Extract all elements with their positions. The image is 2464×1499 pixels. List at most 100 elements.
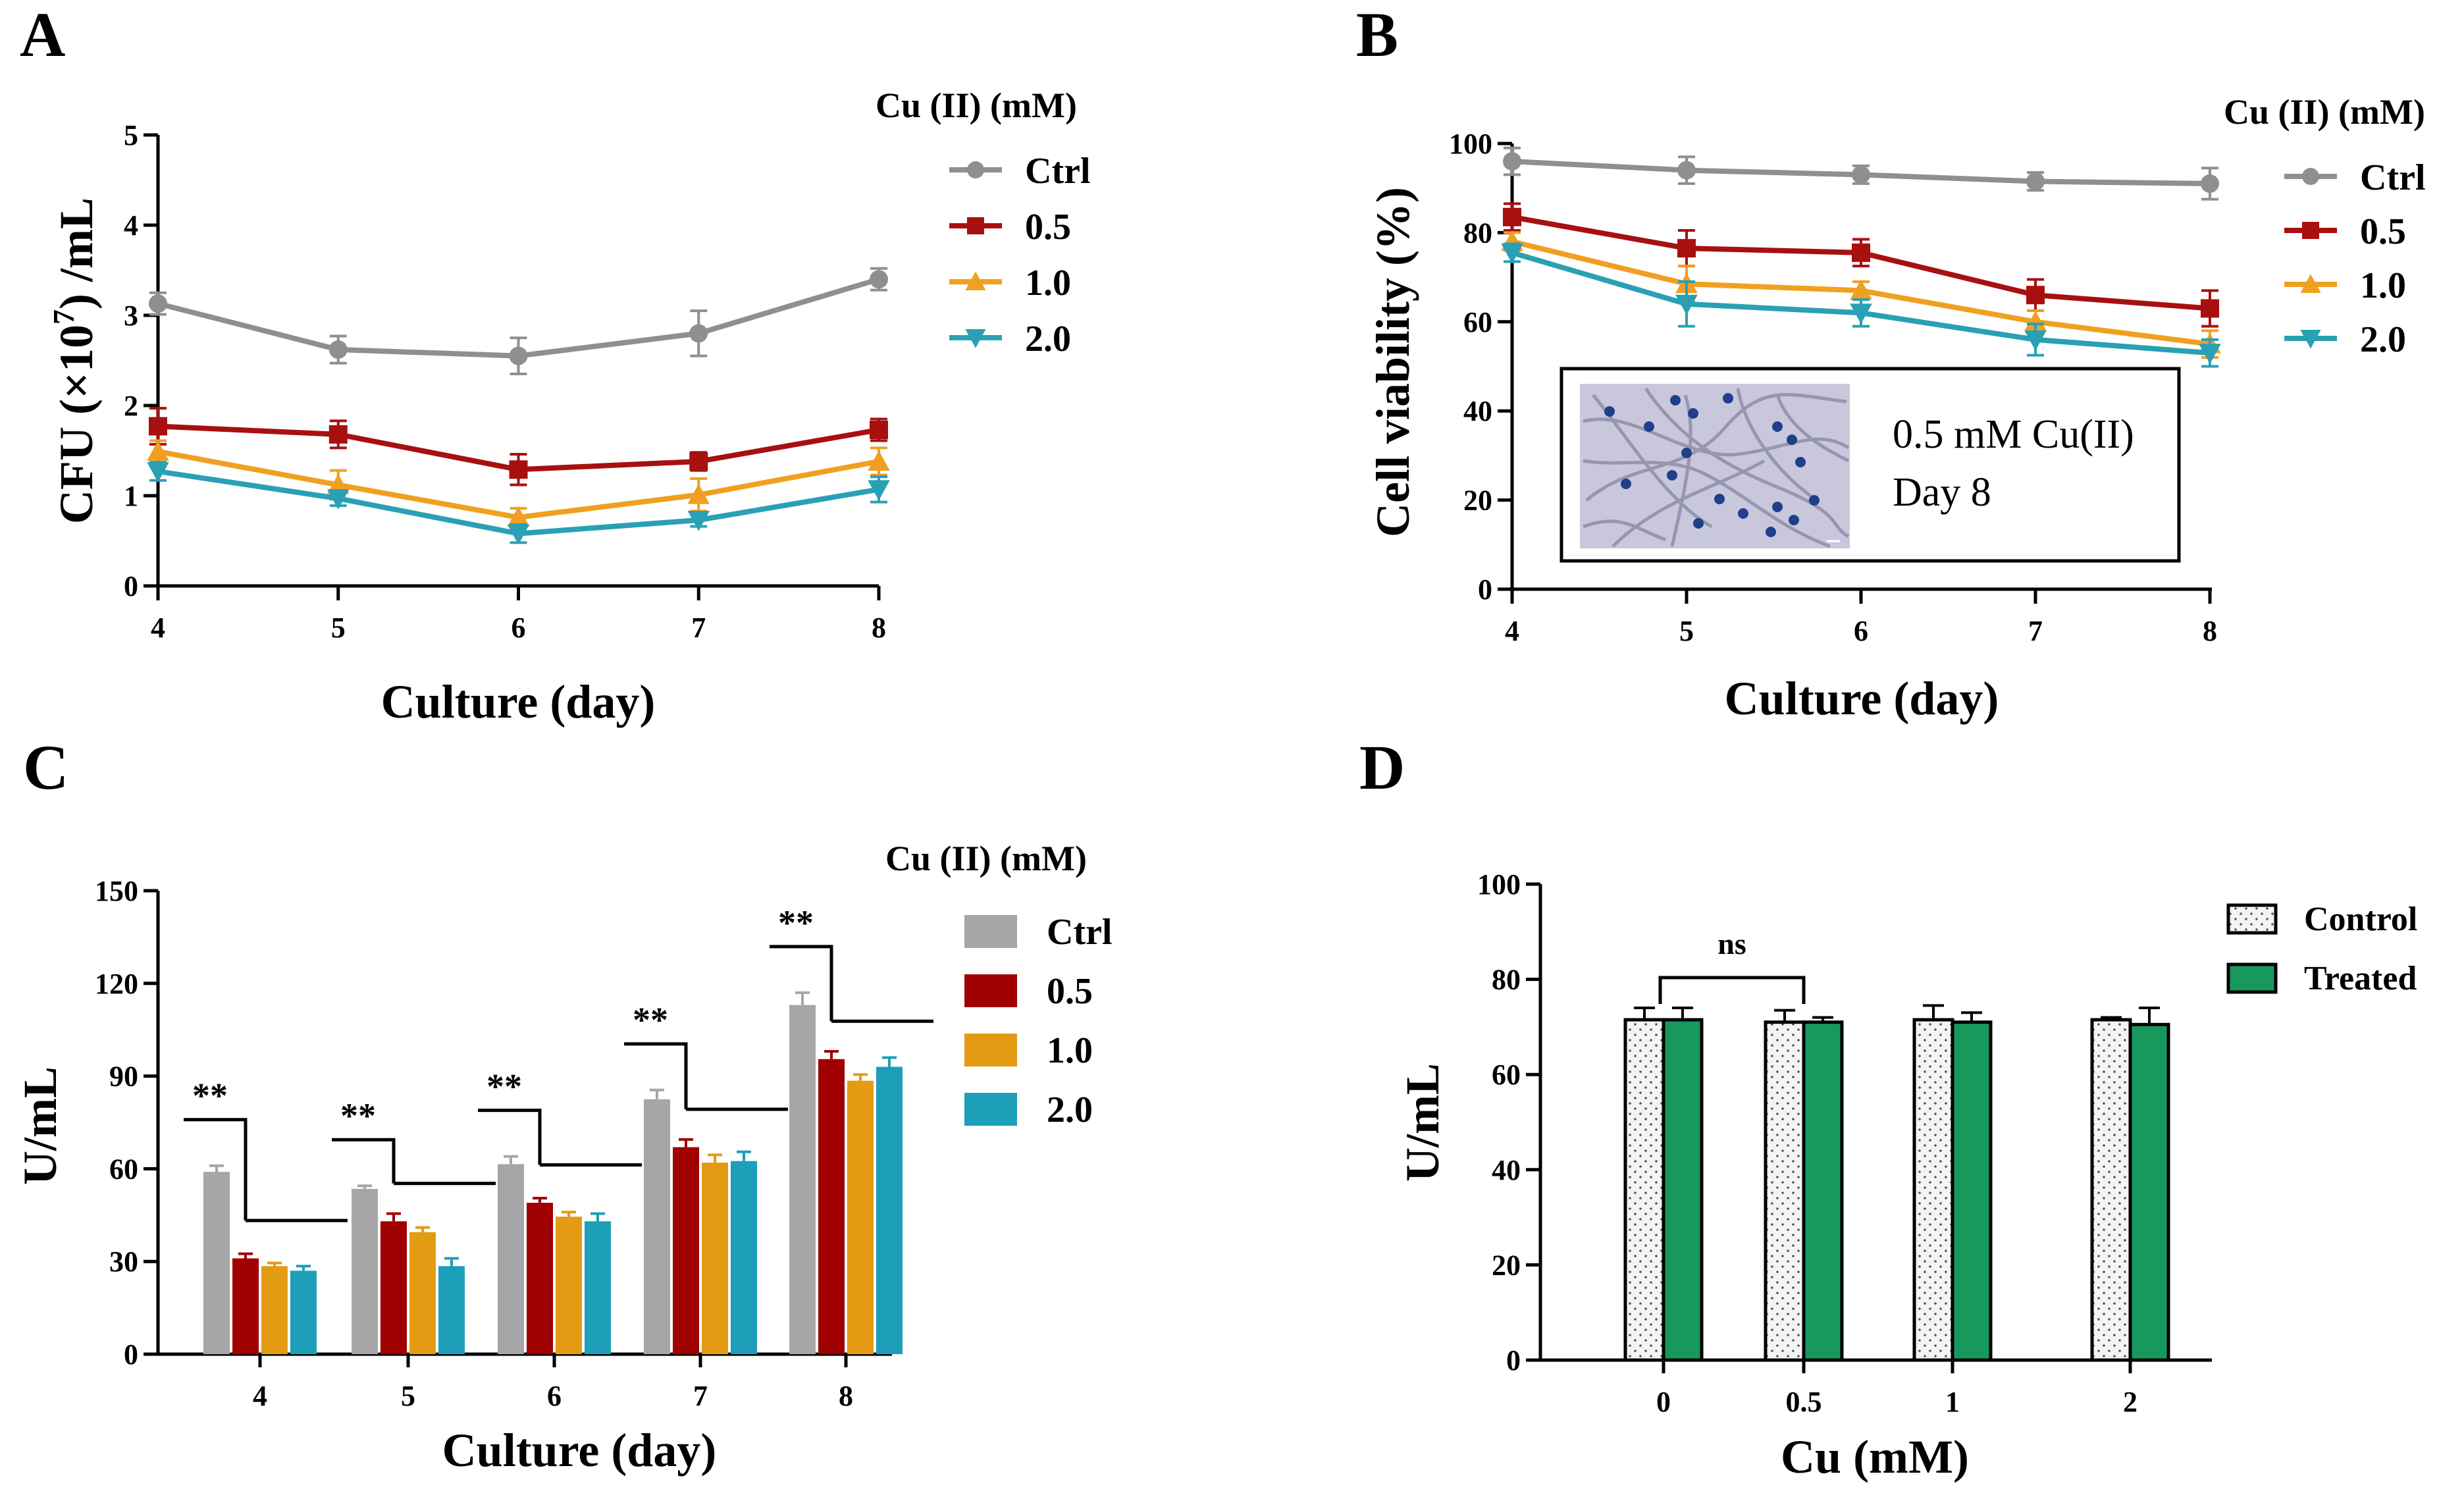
- panel-c-legend-title: Cu (II) (mM): [885, 839, 1087, 878]
- bar-1.0-7: [702, 1163, 728, 1354]
- legend-label-1.0: 1.0: [1047, 1030, 1093, 1071]
- legend-swatch-Treated: [2226, 962, 2278, 994]
- legend-swatch-Ctrl: [964, 915, 1017, 948]
- ns-label: ns: [1717, 927, 1746, 960]
- marker-triangle-down: [327, 489, 350, 510]
- stained-cell: [1723, 393, 1733, 404]
- bar-0.5-6: [527, 1203, 553, 1354]
- marker-triangle-down: [965, 329, 986, 348]
- significance-label: **: [192, 1076, 228, 1116]
- y-tick-label: 100: [1449, 128, 1492, 160]
- legend-swatch-Control: [2226, 903, 2278, 935]
- error-bar: [415, 1226, 430, 1232]
- y-tick-label: 150: [95, 875, 138, 907]
- bar-Ctrl-4: [203, 1172, 230, 1354]
- y-tick-label: 60: [1463, 306, 1492, 338]
- error-bar: [296, 1265, 311, 1271]
- bar-0.5-7: [673, 1147, 699, 1354]
- bar-2.0-7: [731, 1161, 757, 1354]
- significance-label: **: [340, 1096, 376, 1136]
- marker-triangle-up: [2024, 311, 2047, 331]
- panel-a-y-label-exp: 7: [47, 309, 80, 325]
- panel-letter-c: C: [23, 732, 68, 802]
- panel-d-legend: Control Treated: [2226, 901, 2417, 997]
- marker-circle: [1852, 165, 1870, 184]
- y-tick-label: 2: [124, 390, 138, 422]
- marker-triangle-down: [147, 462, 169, 483]
- error-bar: [882, 1056, 897, 1067]
- y-tick-label: 3: [124, 300, 138, 332]
- stained-cell: [1667, 470, 1677, 481]
- marker-triangle-down: [2300, 330, 2321, 349]
- marker-triangle-down: [2024, 330, 2047, 351]
- panel-c-legend: Ctrl 0.5 1.0 2.0: [964, 912, 1113, 1130]
- bar-1.0-6: [556, 1217, 582, 1354]
- panel-b-series: [1501, 146, 2221, 368]
- panel-a-y-label: CFU (×107) /mL: [47, 197, 103, 524]
- error-bar: [1923, 1004, 1944, 1020]
- marker-circle: [870, 270, 888, 289]
- legend-swatch-0.5: [964, 974, 1017, 1007]
- bar-2.0-4: [290, 1271, 317, 1354]
- panel-b: B 0 20 40 60 80 100 4 5 6 7 8 Culture (day) Cell …: [1356, 0, 2426, 725]
- panel-d-y-label: U/mL: [1396, 1063, 1449, 1182]
- marker-square: [2302, 222, 2319, 239]
- error-bar: [2101, 1016, 2122, 1020]
- stained-cell: [1789, 515, 1799, 525]
- bar-Treated-0: [1662, 1018, 1704, 1362]
- series-Ctrl: [1503, 146, 2219, 201]
- bar-Treated-0.5: [1802, 1020, 1844, 1362]
- panel-d-significance: ns: [1658, 927, 1806, 1004]
- marker-square: [328, 425, 348, 444]
- bar-Control-0.5: [1764, 1020, 1806, 1362]
- bar-0.5-5: [380, 1221, 407, 1354]
- significance-bracket: [478, 1109, 642, 1167]
- marker-circle: [967, 161, 984, 178]
- panel-d: D 0 20 40 60 80 100 0 0.5 1 2 ns Cu (mM) U/mL Co…: [1359, 732, 2417, 1483]
- marker-triangle-up: [147, 440, 169, 461]
- bar-Control-1: [1912, 1018, 1954, 1362]
- stained-cell: [1809, 495, 1820, 506]
- y-tick-label: 100: [1477, 868, 1521, 901]
- ns-bracket: [1658, 976, 1806, 1004]
- bar-Control-2: [2090, 1018, 2132, 1362]
- y-tick-label: 4: [124, 209, 138, 242]
- panel-c-x-label: Culture (day): [442, 1424, 717, 1477]
- error-bar: [504, 1155, 518, 1165]
- panel-a-y-label-end: ) /mL: [50, 197, 103, 309]
- error-bar: [444, 1257, 459, 1267]
- panel-b-legend: Ctrl 0.5 1.0 2.0: [2284, 157, 2426, 360]
- marker-circle: [2026, 172, 2045, 191]
- y-tick-label: 60: [1492, 1059, 1521, 1091]
- marker-square: [870, 420, 888, 439]
- marker-square: [509, 460, 528, 479]
- legend-label-Control: Control: [2304, 901, 2417, 938]
- error-bar: [737, 1150, 751, 1161]
- x-tick-label: 6: [1854, 615, 1868, 647]
- error-bar: [267, 1261, 282, 1267]
- marker-square: [689, 452, 708, 471]
- series-2.0: [147, 461, 890, 545]
- y-tick-label: 20: [1492, 1249, 1521, 1281]
- legend-swatch-2.0: [964, 1093, 1017, 1126]
- stained-cell: [1787, 434, 1797, 445]
- significance-label: **: [486, 1067, 522, 1107]
- panel-letter-b: B: [1356, 0, 1398, 70]
- marker-triangle-up: [868, 450, 890, 471]
- panel-b-y-ticks: 0 20 40 60 80 100: [1449, 128, 1512, 606]
- bar-0.5-8: [818, 1059, 845, 1354]
- panel-b-y-label: Cell viability (%): [1367, 187, 1419, 537]
- marker-square: [149, 417, 167, 436]
- panel-a-y-ticks: 0 1 2 3 4 5: [124, 119, 158, 602]
- series-1.0: [147, 439, 890, 528]
- series-0.5: [149, 407, 888, 487]
- x-tick-label: 7: [693, 1380, 708, 1412]
- marker-square: [1677, 239, 1696, 258]
- y-tick-label: 5: [124, 119, 138, 151]
- series-Ctrl: [149, 267, 888, 376]
- panel-d-bars: [1623, 1004, 2170, 1362]
- marker-triangle-down: [1850, 303, 1872, 325]
- marker-triangle-up: [1850, 279, 1872, 300]
- legend-label-0.5: 0.5: [2360, 211, 2406, 252]
